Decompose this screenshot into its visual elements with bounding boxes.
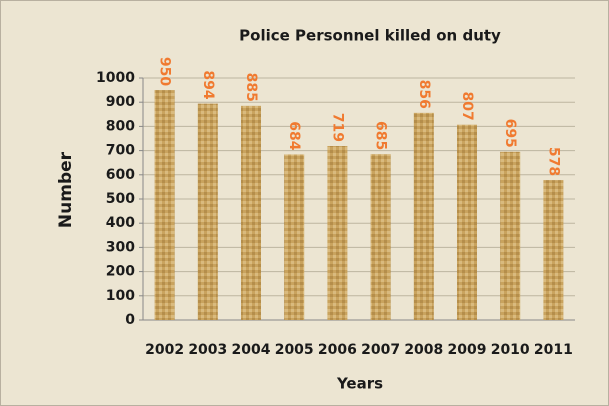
data-label: 807 <box>459 91 475 120</box>
y-tick-label: 900 <box>106 94 135 110</box>
y-tick-label: 700 <box>106 143 135 159</box>
data-label: 885 <box>243 73 259 102</box>
x-tick-label: 2006 <box>318 342 357 358</box>
x-tick-label: 2007 <box>361 342 400 358</box>
bar-texture <box>413 112 434 321</box>
data-label: 719 <box>329 113 345 142</box>
y-tick-label: 200 <box>106 264 135 280</box>
data-label: 695 <box>502 119 518 148</box>
bar-texture <box>241 105 261 320</box>
data-label: 856 <box>416 80 432 109</box>
bar-texture <box>327 146 348 320</box>
y-tick-label: 0 <box>125 312 135 328</box>
data-label: 685 <box>373 121 389 150</box>
bar-texture <box>457 124 477 321</box>
x-tick-label: 2010 <box>491 342 530 358</box>
x-tick-label: 2005 <box>275 342 314 358</box>
bar-texture <box>500 151 521 320</box>
data-label: 894 <box>200 70 216 99</box>
y-tick-label: 400 <box>106 215 135 231</box>
bar-texture <box>543 180 564 320</box>
chart-title: Police Personnel killed on duty <box>239 27 501 45</box>
bar-texture <box>370 154 391 320</box>
y-tick-label: 800 <box>106 118 135 134</box>
x-tick-label: 2011 <box>534 342 573 358</box>
bar-texture <box>197 103 218 320</box>
bar-texture <box>284 154 305 320</box>
data-label: 950 <box>157 57 173 86</box>
x-axis-label: Years <box>336 375 383 393</box>
y-axis-label: Number <box>56 151 76 228</box>
x-tick-label: 2004 <box>232 342 271 358</box>
x-tick-label: 2008 <box>404 342 443 358</box>
y-tick-label: 500 <box>106 191 135 207</box>
data-label: 684 <box>286 121 302 150</box>
y-tick-label: 100 <box>106 288 135 304</box>
x-tick-label: 2002 <box>145 342 184 358</box>
y-tick-label: 300 <box>106 239 135 255</box>
data-label: 578 <box>545 147 561 176</box>
x-tick-label: 2009 <box>448 342 487 358</box>
x-tick-label: 2003 <box>188 342 227 358</box>
y-tick-label: 600 <box>106 167 135 183</box>
bar-texture <box>154 90 175 320</box>
y-tick-label: 1000 <box>96 70 135 86</box>
